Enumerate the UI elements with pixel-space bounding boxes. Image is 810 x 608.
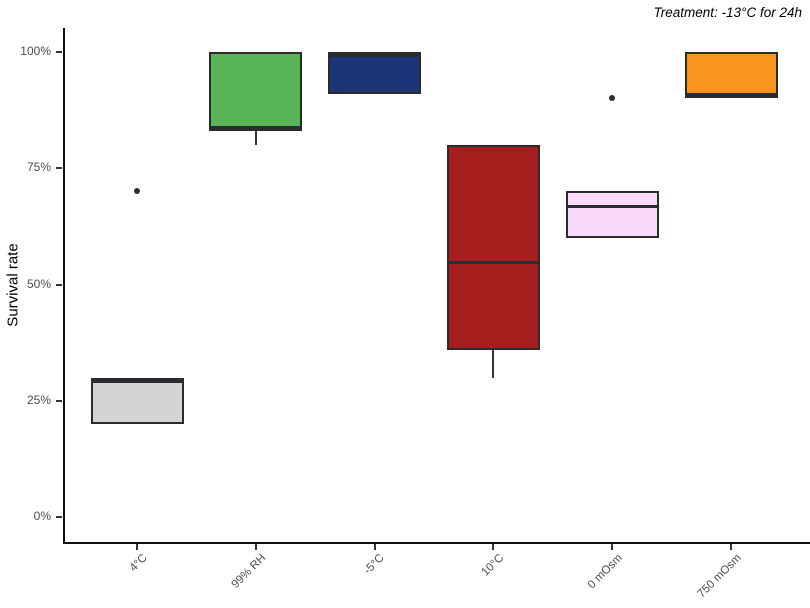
boxplot-box: [565, 191, 659, 238]
y-axis-tick-label: 25%: [26, 392, 51, 407]
boxplot-box: [328, 51, 422, 94]
x-axis-tick-label: -5°C: [362, 552, 388, 577]
x-axis-tick: [136, 544, 138, 550]
x-axis-line: [63, 542, 810, 544]
outlier-point: [134, 188, 140, 195]
lower-whisker: [492, 349, 495, 378]
y-axis-tick-label: 100%: [20, 43, 51, 58]
y-axis-tick-label: 50%: [26, 276, 51, 291]
median-line: [330, 53, 420, 57]
x-axis-tick-label: 750 mOsm: [695, 552, 744, 601]
median-line: [448, 261, 538, 265]
plot-title: Treatment: -13°C for 24h: [653, 5, 802, 20]
boxplot-box: [90, 377, 184, 425]
x-axis-tick: [373, 544, 376, 550]
median-line: [211, 125, 301, 129]
y-axis-tick: [56, 399, 62, 402]
boxplot-box: [446, 144, 540, 350]
y-axis-tick: [56, 167, 62, 170]
y-axis-tick: [56, 50, 62, 53]
y-axis-tick-label: 75%: [26, 160, 51, 175]
y-axis-line: [63, 28, 65, 544]
x-axis-tick-label: 4°C: [127, 552, 150, 575]
x-axis-tick-label: 0 mOsm: [585, 552, 625, 592]
median-line: [686, 93, 776, 97]
y-axis-tick-label: 0%: [33, 509, 51, 524]
outlier-point: [609, 95, 616, 102]
median-line: [567, 205, 657, 209]
lower-whisker: [254, 130, 257, 145]
x-axis-tick: [611, 544, 614, 550]
x-axis-tick: [730, 544, 732, 550]
y-axis-tick: [56, 283, 62, 286]
x-axis-tick: [254, 544, 257, 550]
x-axis-tick-label: 99% RH: [229, 552, 269, 591]
median-line: [92, 379, 182, 383]
y-axis-tick: [56, 516, 62, 519]
x-axis-tick-label: 10°C: [479, 552, 506, 579]
boxplot-box: [684, 51, 778, 99]
boxplot-box: [209, 51, 303, 131]
x-axis-tick: [492, 544, 495, 550]
plot-panel: 0% 25% 50% 75% 100% 4°C 99% RH -5°C 10°C 0 mOsm 75…: [20, 28, 810, 600]
